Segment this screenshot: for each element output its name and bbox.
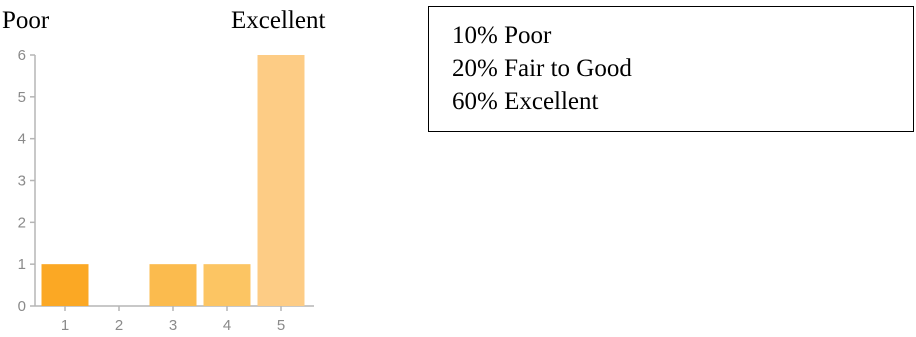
summary-box: 10% Poor 20% Fair to Good 60% Excellent [428, 6, 914, 132]
y-tick-label: 0 [18, 298, 26, 315]
x-ticks: 1 2 3 4 5 [61, 306, 285, 334]
bar-chart: 0 1 2 3 4 5 6 1 2 3 4 5 [18, 47, 314, 334]
summary-line-poor: 10% Poor [452, 22, 552, 49]
bar-3 [149, 264, 197, 306]
poor-label: Poor [2, 7, 50, 34]
summary-line-fair-to-good: 20% Fair to Good [452, 55, 632, 82]
x-tick-label: 5 [277, 317, 285, 334]
x-tick-label: 3 [169, 317, 177, 334]
y-tick-label: 1 [18, 256, 26, 273]
bar-5 [257, 55, 305, 306]
y-tick-label: 3 [18, 173, 26, 190]
bar-1 [41, 264, 89, 306]
y-tick-label: 2 [18, 214, 26, 231]
x-tick-label: 2 [115, 317, 123, 334]
bar-4 [203, 264, 251, 306]
y-tick-label: 5 [18, 89, 26, 106]
y-tick-label: 6 [18, 47, 26, 64]
bars [41, 55, 305, 306]
y-ticks: 0 1 2 3 4 5 6 [18, 47, 35, 315]
x-tick-label: 1 [61, 317, 69, 334]
x-tick-label: 4 [223, 317, 231, 334]
summary-line-excellent: 60% Excellent [452, 88, 599, 115]
y-tick-label: 4 [18, 131, 26, 148]
excellent-label: Excellent [231, 7, 326, 34]
